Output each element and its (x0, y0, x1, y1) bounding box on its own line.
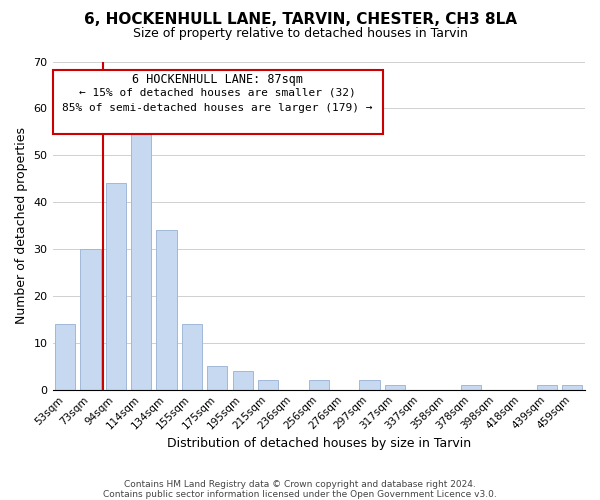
Bar (131, 122, 151, 390)
Bar (233, 371, 253, 390)
FancyBboxPatch shape (53, 70, 383, 134)
Bar (537, 385, 557, 390)
Bar (308, 380, 329, 390)
Bar (258, 380, 278, 390)
Y-axis label: Number of detached properties: Number of detached properties (15, 127, 28, 324)
Text: 6 HOCKENHULL LANE: 87sqm: 6 HOCKENHULL LANE: 87sqm (132, 73, 303, 86)
Text: Size of property relative to detached houses in Tarvin: Size of property relative to detached ho… (133, 28, 467, 40)
Bar (80, 249, 101, 390)
Bar (562, 385, 583, 390)
X-axis label: Distribution of detached houses by size in Tarvin: Distribution of detached houses by size … (167, 437, 471, 450)
Text: 6, HOCKENHULL LANE, TARVIN, CHESTER, CH3 8LA: 6, HOCKENHULL LANE, TARVIN, CHESTER, CH3… (83, 12, 517, 28)
Text: ← 15% of detached houses are smaller (32): ← 15% of detached houses are smaller (32… (79, 88, 356, 98)
Bar (385, 385, 405, 390)
Text: Contains public sector information licensed under the Open Government Licence v3: Contains public sector information licen… (103, 490, 497, 499)
Text: 85% of semi-detached houses are larger (179) →: 85% of semi-detached houses are larger (… (62, 102, 373, 113)
Bar (461, 385, 481, 390)
Bar (207, 366, 227, 390)
Bar (157, 230, 177, 390)
Text: Contains HM Land Registry data © Crown copyright and database right 2024.: Contains HM Land Registry data © Crown c… (124, 480, 476, 489)
Bar (55, 324, 76, 390)
Bar (182, 324, 202, 390)
Bar (359, 380, 380, 390)
Bar (106, 184, 126, 390)
